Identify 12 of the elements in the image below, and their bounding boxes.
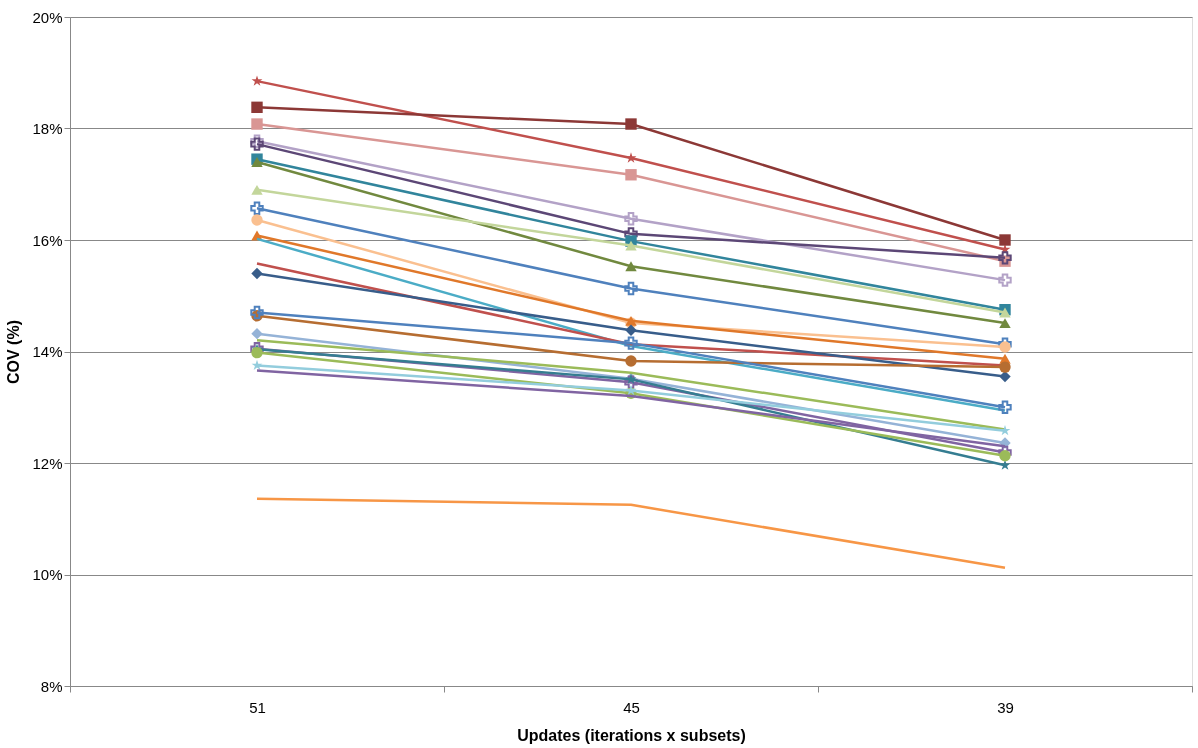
y-tick-label: 16% [32, 231, 63, 249]
y-tick-label: 18% [32, 120, 63, 137]
y-tick-label: 20% [32, 8, 63, 26]
y-tick-label: 10% [32, 566, 63, 583]
y-tick-label: 8% [40, 677, 63, 695]
x-tick-label: 39 [997, 698, 1014, 716]
y-axis-title: COV (%) [5, 320, 23, 384]
y-tick-label: 14% [32, 343, 63, 360]
x-axis-title: Updates (iterations x subsets) [517, 726, 746, 744]
x-tick-label: 45 [623, 698, 640, 716]
y-tick-label: 12% [32, 454, 63, 472]
x-tick-label: 51 [249, 698, 266, 716]
